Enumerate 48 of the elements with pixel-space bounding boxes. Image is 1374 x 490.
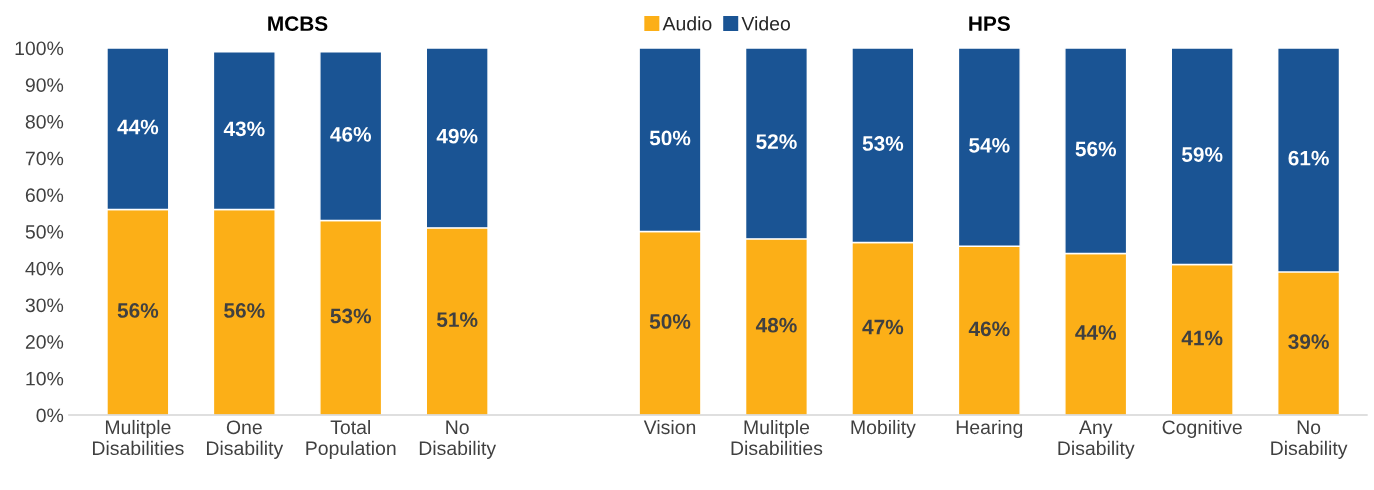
data-label: 56% (1075, 141, 1117, 157)
legend-label: Video (741, 16, 790, 31)
data-label: 46% (330, 126, 372, 142)
y-tick-label: 0% (36, 408, 64, 423)
data-label: 43% (223, 121, 265, 137)
data-label: 44% (1075, 325, 1117, 340)
data-label: 56% (117, 303, 159, 318)
x-tick-label: Vision (643, 419, 696, 435)
data-label: 50% (649, 130, 691, 146)
text: MCBS (268, 16, 328, 32)
data-label: 51% (436, 312, 478, 328)
y-tick-label: 90% (25, 78, 64, 92)
data-label: 44% (117, 119, 159, 135)
y-tick-label: 20% (25, 335, 64, 349)
data-label: 41% (1181, 330, 1223, 346)
y-tick-label: 100% (15, 41, 64, 56)
data-label: 53% (330, 308, 372, 324)
x-tick-label: Any Disability (1058, 420, 1135, 459)
data-label: 46% (968, 321, 1010, 337)
data-label: 56% (224, 303, 265, 318)
x-tick-label: Cognitive (1162, 419, 1242, 439)
data-label: 53% (862, 136, 904, 151)
text: HPS (969, 16, 1010, 32)
legend-label: Audio (662, 16, 712, 31)
y-tick-label: 10% (26, 371, 64, 386)
y-tick-label: 80% (25, 114, 64, 129)
data-label: 48% (755, 317, 797, 333)
x-tick-label: Mobility (851, 419, 916, 439)
x-tick-label: Total Population (306, 419, 396, 459)
data-label: 61% (1288, 150, 1329, 166)
y-tick-label: 70% (25, 151, 64, 166)
data-label: 49% (436, 128, 478, 144)
data-label: 54% (969, 138, 1010, 153)
data-label: 47% (862, 319, 904, 335)
data-label: 59% (1181, 147, 1223, 162)
x-tick-label: One Disability (207, 420, 284, 459)
data-label: 50% (649, 314, 691, 329)
x-tick-label: No Disability (419, 420, 497, 459)
y-tick-label: 60% (25, 188, 64, 203)
x-tick-label: Mulitple Disabilities (731, 419, 823, 456)
x-tick-label: Mulitple Disabilities (93, 419, 184, 456)
x-tick-label: No Disability (1271, 420, 1348, 459)
y-tick-label: 30% (25, 298, 64, 313)
y-tick-label: 50% (25, 224, 64, 239)
data-label: 39% (1288, 334, 1329, 350)
data-label: 52% (756, 134, 797, 150)
y-tick-label: 40% (25, 261, 64, 276)
x-tick-label: Hearing (956, 419, 1023, 439)
